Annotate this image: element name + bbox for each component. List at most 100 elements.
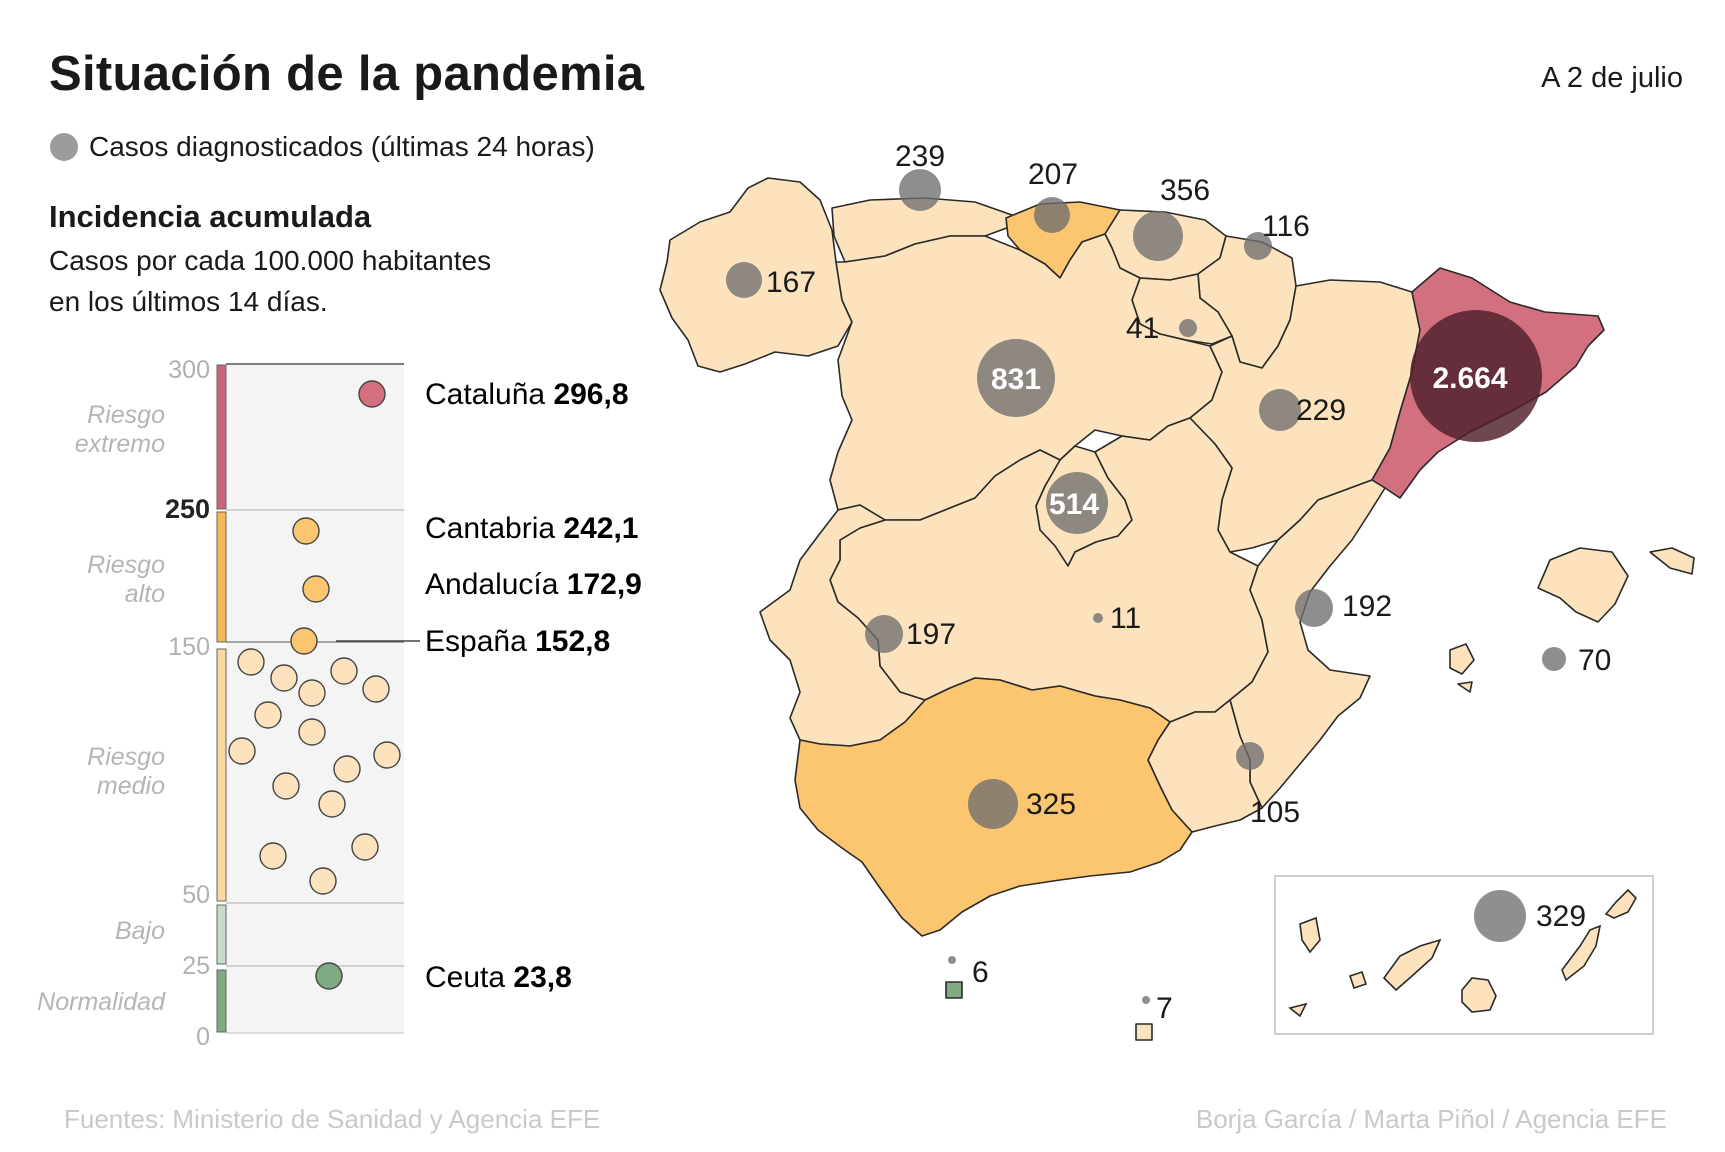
- cases-label: 239: [895, 140, 945, 173]
- dot-region: [309, 867, 337, 895]
- cases-label: 207: [1028, 158, 1078, 191]
- cases-label: 356: [1160, 174, 1210, 207]
- credits-footer: Borja García / Marta Piñol / Agencia EFE: [1195, 1104, 1667, 1134]
- bubble-castilla-leon: [977, 339, 1055, 417]
- band-label: Riesgo: [87, 743, 165, 771]
- island-fuerteventura: [1561, 924, 1602, 982]
- island-tenerife: [1382, 938, 1442, 992]
- cases-label: 7: [1156, 992, 1173, 1025]
- bubble-madrid: [1046, 472, 1108, 534]
- spain-map: 239 207 356 11 6 167 41 831 2.664 229 514…: [659, 140, 1695, 1041]
- cases-label: 329: [1536, 900, 1586, 933]
- bubble-baleares: [1542, 647, 1566, 671]
- sources-footer: Fuentes: Ministerio de Sanidad y Agencia…: [64, 1104, 601, 1134]
- island-menorca: [1649, 547, 1695, 575]
- page-title: Situación de la pandemia: [49, 47, 645, 101]
- cases-label: 2.664: [1432, 362, 1507, 395]
- island-lanzarote: [1604, 888, 1637, 919]
- tick-label: 50: [182, 881, 210, 909]
- grey-circle-icon: [50, 133, 78, 161]
- cases-label: 229: [1296, 394, 1346, 427]
- dot-espana: [290, 627, 318, 655]
- dot-region: [237, 648, 265, 676]
- highlight-label-espana: España 152,8: [425, 625, 610, 658]
- dot-region: [254, 701, 282, 729]
- dot-region: [259, 842, 287, 870]
- bubble-murcia: [1236, 742, 1264, 770]
- cases-label: 197: [906, 618, 956, 651]
- incidence-subtitle-line: en los últimos 14 días.: [49, 286, 328, 317]
- cases-label: 105: [1250, 796, 1300, 829]
- band-label: Normalidad: [37, 988, 166, 1016]
- band-label: Bajo: [115, 917, 165, 945]
- bubble-cataluna: [1410, 310, 1542, 442]
- cases-label: 70: [1578, 644, 1611, 677]
- band-label: alto: [125, 580, 165, 608]
- bubble-valencia: [1295, 589, 1333, 627]
- highlight-label-cantabria: Cantabria 242,1: [425, 512, 639, 545]
- band-extreme-bar: [216, 364, 227, 510]
- island-gran-canaria: [1461, 977, 1497, 1013]
- cases-legend: Casos diagnosticados (últimas 24 horas): [50, 131, 595, 163]
- cases-label: 192: [1342, 590, 1392, 623]
- dot-region: [333, 755, 361, 783]
- incidence-scale-chart: 300 250 150 50 25 0 Riesgo extremo Riesg…: [37, 356, 642, 1051]
- dot-region: [298, 718, 326, 746]
- tick-label: 300: [168, 356, 210, 384]
- dot-region: [272, 772, 300, 800]
- dot-region: [351, 833, 379, 861]
- tick-label: 150: [168, 633, 210, 661]
- dot-region: [228, 737, 256, 765]
- bubble-castilla-la-mancha: [1093, 613, 1103, 623]
- cases-label: 167: [766, 266, 816, 299]
- cases-label: 41: [1126, 312, 1159, 345]
- bubble-canarias: [1474, 890, 1526, 942]
- band-label: Riesgo: [87, 551, 165, 579]
- band-normal-bar: [216, 969, 227, 1033]
- bubble-andalucia: [968, 779, 1018, 829]
- island-formentera: [1457, 681, 1473, 693]
- tick-label: 25: [182, 952, 210, 980]
- island-la-palma: [1299, 916, 1321, 954]
- highlight-label-andalucia: Andalucía 172,9: [425, 568, 642, 601]
- island-la-gomera: [1348, 970, 1368, 990]
- island-mallorca: [1537, 547, 1629, 623]
- bubble-asturias: [899, 169, 941, 211]
- dot-region: [270, 664, 298, 692]
- bubble-melilla: [1142, 996, 1150, 1004]
- incidence-subtitle-line: Casos por cada 100.000 habitantes: [49, 245, 492, 276]
- incidence-title: Incidencia acumulada: [49, 199, 372, 234]
- bubble-galicia: [726, 262, 762, 298]
- highlight-label-cataluna: Cataluña 296,8: [425, 378, 629, 411]
- bubble-pais-vasco: [1133, 211, 1183, 261]
- highlight-label-ceuta: Ceuta 23,8: [425, 961, 572, 994]
- date-label: A 2 de julio: [1541, 62, 1683, 94]
- bubble-navarra: [1244, 232, 1272, 260]
- region-valencia: [1229, 479, 1386, 809]
- island-ibiza: [1449, 643, 1475, 675]
- melilla-square: [1135, 1023, 1153, 1041]
- cases-label: 831: [991, 363, 1041, 396]
- dot-region: [330, 657, 358, 685]
- ceuta-square: [945, 981, 963, 999]
- bubble-la-rioja: [1179, 319, 1197, 337]
- band-medium-bar: [216, 648, 227, 902]
- band-low-bar: [216, 904, 227, 965]
- dot-ceuta: [315, 962, 343, 990]
- cases-label: 325: [1026, 788, 1076, 821]
- band-label: extremo: [75, 430, 165, 458]
- dot-cantabria: [292, 517, 320, 545]
- cases-label: 11: [1110, 602, 1141, 635]
- cases-legend-label: Casos diagnosticados (últimas 24 horas): [89, 131, 595, 162]
- bubble-ceuta: [948, 956, 956, 964]
- band-label: medio: [97, 772, 165, 800]
- dot-region: [298, 679, 326, 707]
- band-label: Riesgo: [87, 401, 165, 429]
- cases-label: 6: [972, 956, 989, 989]
- cases-label: 514: [1049, 488, 1099, 521]
- dot-region: [373, 741, 401, 769]
- canarias-inset: [1274, 875, 1654, 1035]
- bubble-cantabria: [1034, 197, 1070, 233]
- dot-andalucia: [302, 575, 330, 603]
- bubble-aragon: [1259, 389, 1301, 431]
